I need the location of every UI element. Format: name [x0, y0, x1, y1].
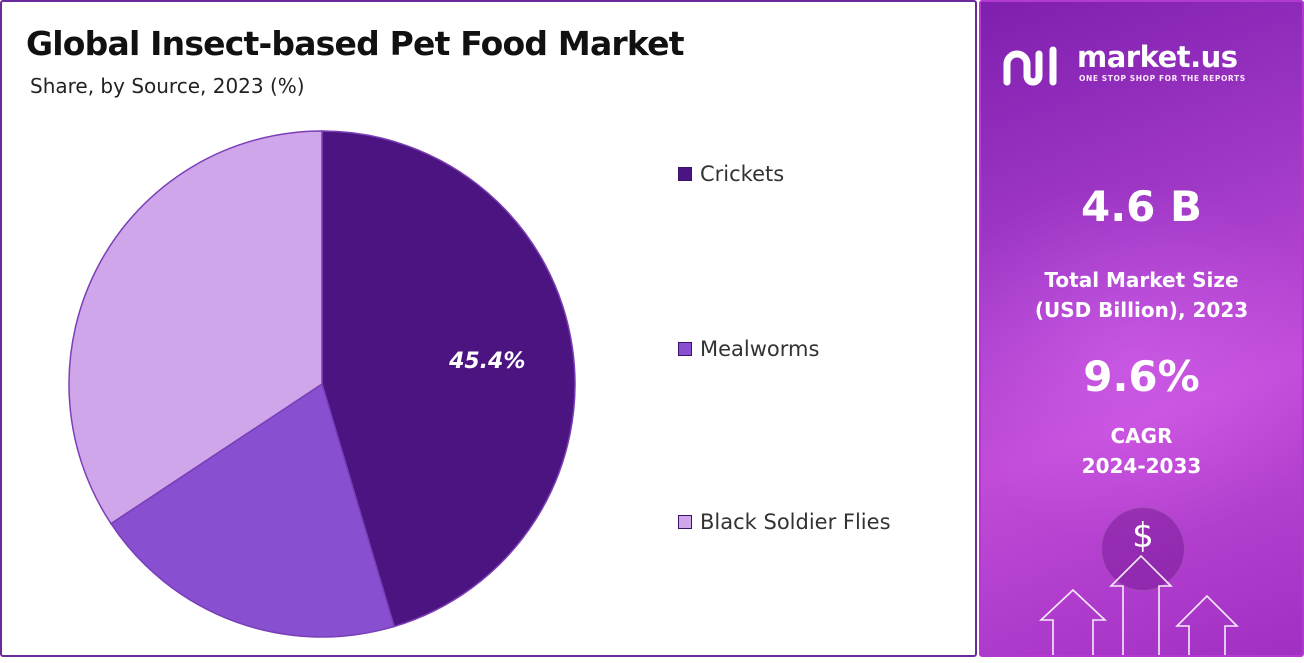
- brand-logo: market.us ONE STOP SHOP FOR THE REPORTS: [1001, 40, 1291, 90]
- cagr-period: 2024-2033: [1081, 454, 1202, 478]
- cagr-label: CAGR: [1110, 424, 1173, 448]
- legend-item-black-soldier-flies: Black Soldier Flies: [678, 510, 891, 534]
- legend-swatch: [678, 167, 692, 181]
- legend-swatch: [678, 515, 692, 529]
- cagr-value: 9.6%: [1083, 352, 1200, 401]
- legend-item-crickets: Crickets: [678, 162, 784, 186]
- dollar-coin-icon: $: [1101, 507, 1185, 591]
- legend-label: Black Soldier Flies: [700, 510, 891, 534]
- growth-arrows-icon: [1038, 554, 1239, 655]
- up-arrow-icon: [1175, 594, 1239, 655]
- dollar-sign: $: [1132, 516, 1154, 556]
- legend-label: Mealworms: [700, 337, 820, 361]
- legend-item-mealworms: Mealworms: [678, 337, 819, 361]
- data-label-crickets: 45.4%: [448, 349, 525, 374]
- market-us-logo-icon: [1003, 46, 1057, 86]
- brand-name: market.us: [1077, 40, 1238, 74]
- chart-panel: Global Insect-based Pet Food Market Shar…: [0, 0, 977, 657]
- legend-swatch: [678, 342, 692, 356]
- background-glow: [981, 182, 1302, 542]
- up-arrow-icon: [1038, 588, 1108, 655]
- up-arrow-icon: [1109, 554, 1173, 655]
- brand-tagline: ONE STOP SHOP FOR THE REPORTS: [1079, 74, 1246, 83]
- summary-panel: market.us ONE STOP SHOP FOR THE REPORTS …: [979, 0, 1304, 657]
- pie-slice-crickets: [321, 130, 576, 628]
- market-size-label-line2: (USD Billion), 2023: [1034, 298, 1249, 322]
- chart-title: Global Insect-based Pet Food Market: [26, 24, 685, 63]
- chart-subtitle: Share, by Source, 2023 (%): [30, 74, 305, 98]
- market-size-label-line1: Total Market Size: [1044, 268, 1239, 292]
- pie-slice-mealworms: [109, 382, 396, 638]
- legend: Crickets Mealworms Black Soldier Flies: [678, 2, 958, 602]
- pie-chart: 45.4%: [68, 130, 576, 638]
- pie-slice-black-soldier-flies: [68, 130, 323, 525]
- market-size-value: 4.6 B: [1080, 182, 1203, 231]
- legend-label: Crickets: [700, 162, 785, 186]
